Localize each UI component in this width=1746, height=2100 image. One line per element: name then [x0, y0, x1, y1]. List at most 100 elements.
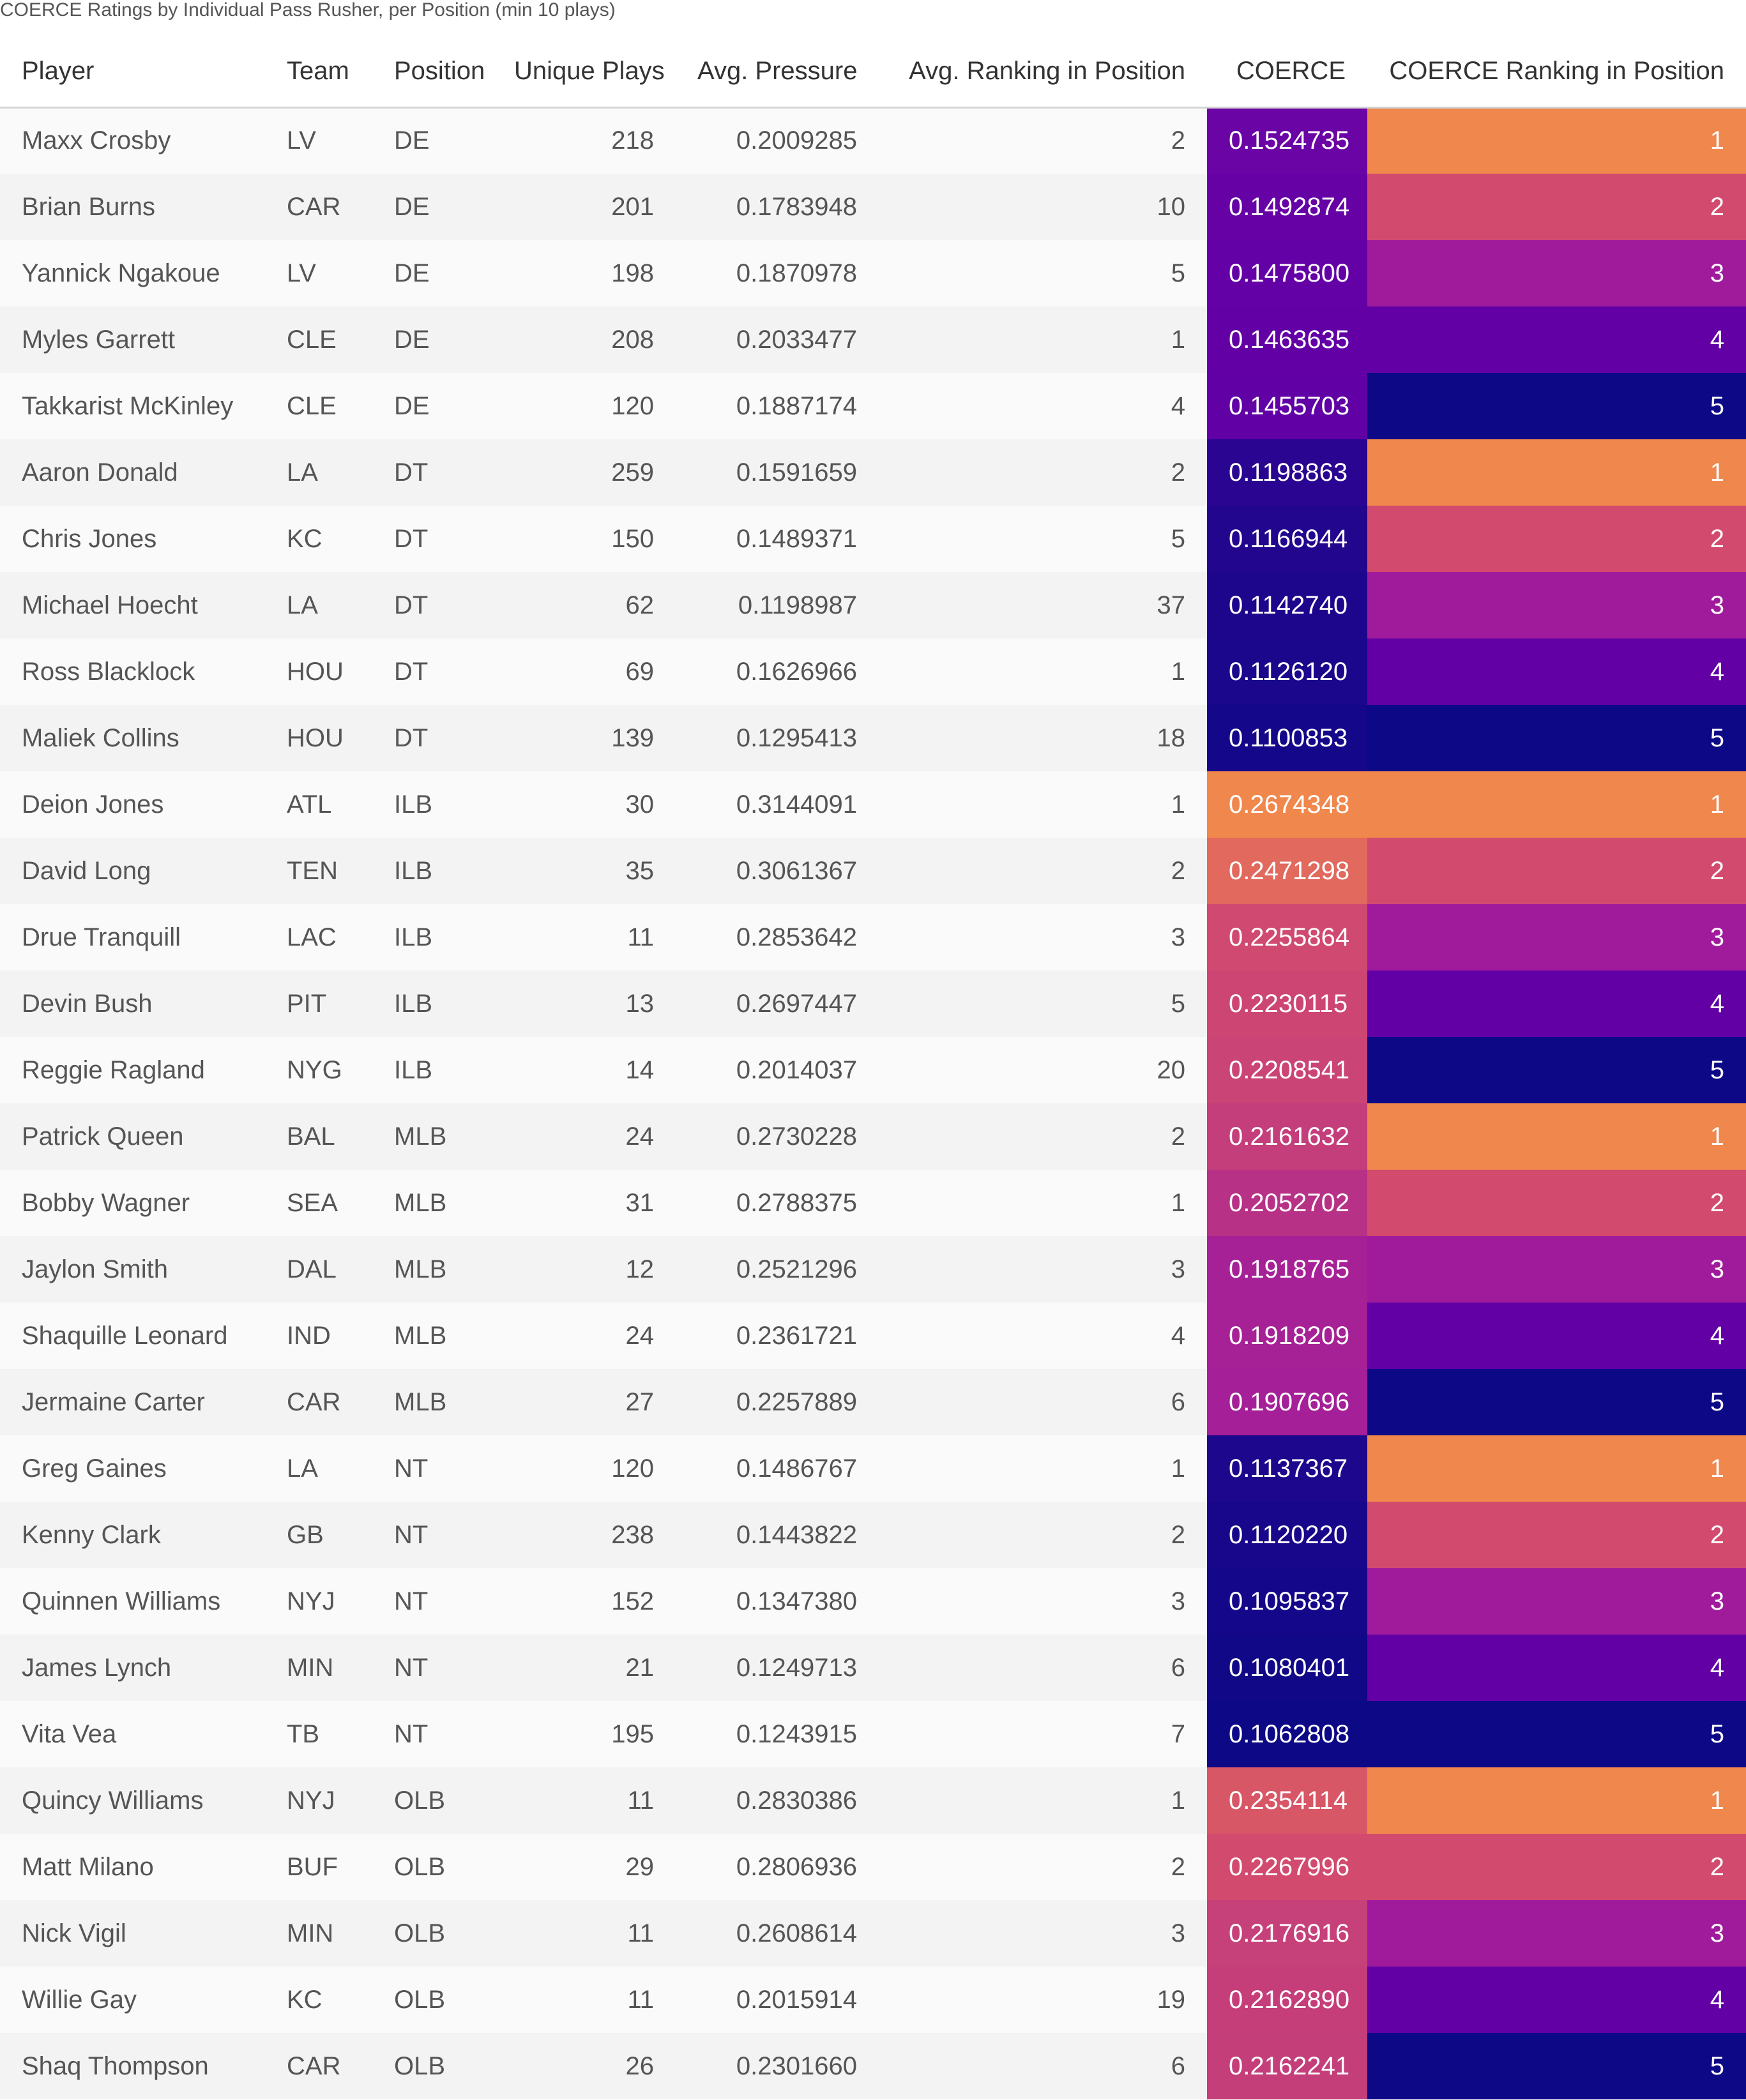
cell-player: David Long — [22, 856, 151, 885]
cell-team: PIT — [287, 989, 327, 1018]
cell-position: DT — [394, 657, 429, 686]
cell-team: CLE — [287, 325, 337, 354]
cell-player: Shaq Thompson — [22, 2051, 209, 2080]
cell-team: HOU — [287, 657, 344, 686]
table-row: Shaq Thompson CAR OLB 26 0.2301660 6 0.2162241… — [0, 2033, 1746, 2099]
cell-player: Patrick Queen — [22, 1122, 184, 1151]
cell-coerce: 0.2674348 — [1207, 771, 1367, 838]
header-row: Player Team Position Unique Plays Avg. P… — [0, 36, 1746, 109]
cell-position: ILB — [394, 989, 433, 1018]
cell-avg-pressure: 0.2730228 — [736, 1122, 857, 1151]
table-row: James Lynch MIN NT 21 0.1249713 6 0.1080401 4 — [0, 1635, 1746, 1701]
cell-player: Jaylon Smith — [22, 1255, 168, 1283]
cell-team: CAR — [287, 192, 341, 221]
cell-avg-pressure: 0.1489371 — [736, 524, 857, 553]
cell-unique-plays: 11 — [627, 1919, 654, 1947]
cell-coerce: 0.1918765 — [1207, 1236, 1367, 1303]
cell-coerce: 0.1120220 — [1207, 1502, 1367, 1568]
cell-coerce: 0.1142740 — [1207, 572, 1367, 638]
table-caption: COERCE Ratings by Individual Pass Rusher… — [0, 0, 616, 20]
cell-avg-pressure: 0.2697447 — [736, 989, 857, 1018]
cell-unique-plays: 26 — [625, 2051, 655, 2080]
cell-coerce-ranking: 3 — [1367, 1236, 1746, 1303]
table-row: Bobby Wagner SEA MLB 31 0.2788375 1 0.2052702 2 — [0, 1170, 1746, 1236]
cell-avg-pressure: 0.3061367 — [736, 856, 857, 885]
cell-coerce-ranking: 1 — [1367, 107, 1746, 174]
cell-player: Nick Vigil — [22, 1919, 126, 1947]
cell-position: DE — [394, 391, 430, 420]
cell-team: NYJ — [287, 1786, 335, 1815]
cell-team: BUF — [287, 1852, 338, 1881]
cell-unique-plays: 208 — [611, 325, 654, 354]
cell-coerce-ranking: 5 — [1367, 1037, 1746, 1103]
cell-unique-plays: 152 — [611, 1587, 654, 1615]
cell-avg-ranking: 3 — [1171, 1587, 1185, 1615]
cell-avg-pressure: 0.1198987 — [738, 591, 857, 619]
cell-team: ATL — [287, 790, 332, 819]
cell-avg-pressure: 0.1443822 — [736, 1520, 857, 1549]
table-row: Nick Vigil MIN OLB 11 0.2608614 3 0.2176916 3 — [0, 1900, 1746, 1967]
cell-avg-ranking: 6 — [1171, 1387, 1185, 1416]
cell-avg-pressure: 0.2014037 — [736, 1055, 857, 1084]
cell-team: CAR — [287, 2051, 341, 2080]
cell-unique-plays: 238 — [611, 1520, 654, 1549]
cell-team: BAL — [287, 1122, 335, 1151]
cell-avg-ranking: 1 — [1171, 1188, 1185, 1217]
cell-avg-ranking: 1 — [1171, 1454, 1185, 1483]
cell-coerce: 0.1463635 — [1207, 306, 1367, 373]
cell-unique-plays: 27 — [625, 1387, 655, 1416]
cell-avg-ranking: 2 — [1171, 458, 1185, 487]
cell-coerce: 0.1080401 — [1207, 1635, 1367, 1701]
cell-avg-ranking: 37 — [1157, 591, 1186, 619]
cell-player: Takkarist McKinley — [22, 391, 234, 420]
cell-coerce-ranking: 5 — [1367, 705, 1746, 771]
cell-position: OLB — [394, 1985, 446, 2014]
cell-coerce: 0.1918209 — [1207, 1303, 1367, 1369]
cell-avg-ranking: 7 — [1171, 1719, 1185, 1748]
cell-avg-ranking: 1 — [1171, 657, 1185, 686]
cell-unique-plays: 198 — [611, 259, 654, 287]
cell-unique-plays: 13 — [625, 989, 655, 1018]
cell-coerce-ranking: 3 — [1367, 1568, 1746, 1635]
cell-coerce-ranking: 1 — [1367, 439, 1746, 506]
cell-avg-ranking: 5 — [1171, 989, 1185, 1018]
cell-avg-pressure: 0.2830386 — [736, 1786, 857, 1815]
cell-coerce: 0.1492874 — [1207, 174, 1367, 240]
cell-avg-ranking: 18 — [1157, 723, 1186, 752]
table-row: Brian Burns CAR DE 201 0.1783948 10 0.1492874 2 — [0, 174, 1746, 240]
cell-team: SEA — [287, 1188, 338, 1217]
cell-unique-plays: 14 — [625, 1055, 655, 1084]
cell-unique-plays: 218 — [611, 126, 654, 155]
cell-position: DE — [394, 259, 430, 287]
cell-avg-ranking: 3 — [1171, 923, 1185, 951]
cell-player: Quincy Williams — [22, 1786, 204, 1815]
cell-team: CAR — [287, 1387, 341, 1416]
cell-team: MIN — [287, 1653, 334, 1682]
coerce-ratings-table: Player Team Position Unique Plays Avg. P… — [0, 36, 1746, 2099]
cell-player: Vita Vea — [22, 1719, 117, 1748]
cell-avg-ranking: 6 — [1171, 1653, 1185, 1682]
header-avg-ranking: Avg. Ranking in Position — [879, 36, 1207, 109]
cell-unique-plays: 259 — [611, 458, 654, 487]
cell-position: ILB — [394, 1055, 433, 1084]
cell-coerce-ranking: 1 — [1367, 771, 1746, 838]
cell-coerce-ranking: 5 — [1367, 1701, 1746, 1767]
cell-position: DT — [394, 524, 429, 553]
cell-coerce-ranking: 1 — [1367, 1767, 1746, 1834]
header-coerce-ranking: COERCE Ranking in Position — [1367, 36, 1746, 109]
cell-position: OLB — [394, 1852, 446, 1881]
table-row: Deion Jones ATL ILB 30 0.3144091 1 0.2674348 1 — [0, 771, 1746, 838]
table-row: Aaron Donald LA DT 259 0.1591659 2 0.1198863 1 — [0, 439, 1746, 506]
cell-coerce: 0.2471298 — [1207, 838, 1367, 904]
cell-team: KC — [287, 524, 323, 553]
cell-avg-pressure: 0.1295413 — [736, 723, 857, 752]
cell-avg-pressure: 0.2033477 — [736, 325, 857, 354]
cell-player: Ross Blacklock — [22, 657, 195, 686]
table-row: Drue Tranquill LAC ILB 11 0.2853642 3 0.225586… — [0, 904, 1746, 971]
cell-coerce-ranking: 2 — [1367, 1834, 1746, 1900]
table-row: Jaylon Smith DAL MLB 12 0.2521296 3 0.1918765 3 — [0, 1236, 1746, 1303]
cell-team: KC — [287, 1985, 323, 2014]
cell-coerce: 0.1137367 — [1207, 1435, 1367, 1502]
cell-avg-ranking: 2 — [1171, 126, 1185, 155]
cell-unique-plays: 31 — [625, 1188, 655, 1217]
